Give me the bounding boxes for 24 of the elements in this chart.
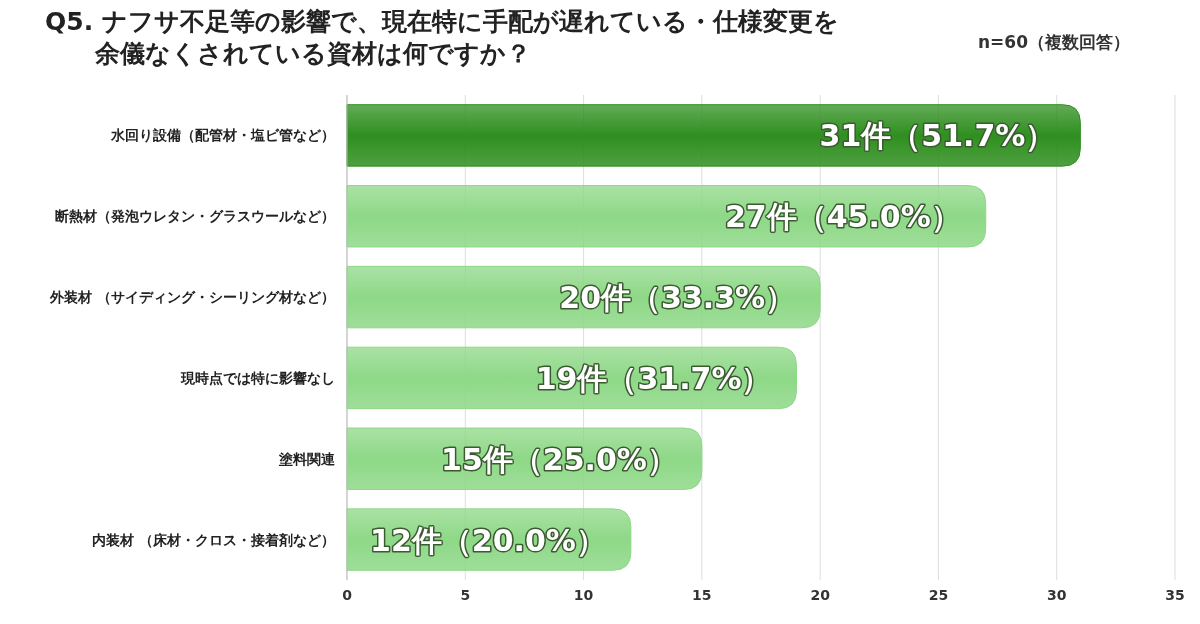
x-tick-label: 25 [928, 587, 949, 603]
data-label: 31件（51.7%） [819, 118, 1056, 154]
x-tick-label: 35 [1165, 587, 1185, 603]
x-tick-label: 10 [573, 587, 594, 603]
chart-title: Q5. ナフサ不足等の影響で、現在特に手配が遅れている・仕様変更を余儀なくされている資材は何ですか？ [45, 7, 839, 68]
data-label: 27件（45.0%） [724, 199, 961, 235]
x-tick-label: 5 [460, 587, 471, 603]
x-tick-label: 0 [342, 587, 353, 603]
x-tick-label: 30 [1046, 587, 1067, 603]
y-tick-label: 塗料関連 [278, 450, 336, 467]
data-label: 12件（20.0%） [370, 522, 606, 558]
y-tick-label: 現時点では特に影響なし [180, 369, 335, 386]
chart-subtitle: n=60（複数回答） [977, 32, 1130, 52]
data-label: 15件（25.0%） [441, 441, 677, 477]
y-tick-label: 外装材 （サイディング・シーリング材など） [49, 289, 335, 306]
data-label: 20件（33.3%） [559, 280, 796, 316]
y-tick-label: 断熱材（発泡ウレタン・グラスウールなど） [55, 208, 335, 225]
y-tick-label: 内装材 （床材・クロス・接着剤など） [92, 531, 335, 548]
bar [346, 185, 987, 248]
y-tick-label: 水回り設備（配管材・塩ビ管など） [110, 127, 335, 144]
data-label: 19件（31.7%） [535, 360, 772, 396]
x-tick-label: 15 [692, 587, 712, 603]
bar [346, 104, 1081, 167]
x-tick-label: 20 [810, 587, 831, 603]
